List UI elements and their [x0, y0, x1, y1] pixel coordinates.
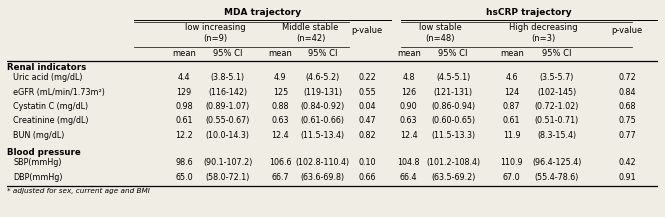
Text: (0.51-0.71): (0.51-0.71): [535, 116, 579, 125]
Text: (102.8-110.4): (102.8-110.4): [296, 158, 350, 167]
Text: (102-145): (102-145): [537, 87, 577, 97]
Text: low increasing
(n=9): low increasing (n=9): [185, 23, 245, 43]
Text: (58.0-72.1): (58.0-72.1): [205, 173, 250, 182]
Text: DBP(mmHg): DBP(mmHg): [13, 173, 63, 182]
Text: 0.75: 0.75: [618, 116, 636, 125]
Text: (11.5-13.3): (11.5-13.3): [431, 131, 475, 140]
Text: (0.60-0.65): (0.60-0.65): [431, 116, 475, 125]
Text: (0.55-0.67): (0.55-0.67): [205, 116, 250, 125]
Text: 0.63: 0.63: [400, 116, 418, 125]
Text: p-value: p-value: [351, 26, 382, 35]
Text: (90.1-107.2): (90.1-107.2): [203, 158, 252, 167]
Text: 4.6: 4.6: [505, 73, 518, 82]
Text: (116-142): (116-142): [208, 87, 247, 97]
Text: SBP(mmHg): SBP(mmHg): [13, 158, 62, 167]
Text: 0.82: 0.82: [358, 131, 376, 140]
Text: (119-131): (119-131): [303, 87, 342, 97]
Text: 12.4: 12.4: [400, 131, 418, 140]
Text: Cystatin C (mg/dL): Cystatin C (mg/dL): [13, 102, 88, 111]
Text: Uric acid (mg/dL): Uric acid (mg/dL): [13, 73, 82, 82]
Text: mean: mean: [500, 49, 523, 58]
Text: 4.4: 4.4: [178, 73, 190, 82]
Text: 126: 126: [401, 87, 416, 97]
Text: 95% CI: 95% CI: [213, 49, 242, 58]
Text: 0.47: 0.47: [358, 116, 376, 125]
Text: (63.6-69.8): (63.6-69.8): [301, 173, 344, 182]
Text: 110.9: 110.9: [500, 158, 523, 167]
Text: (4.5-5.1): (4.5-5.1): [436, 73, 470, 82]
Text: mean: mean: [269, 49, 293, 58]
Text: 0.98: 0.98: [175, 102, 193, 111]
Text: p-value: p-value: [611, 26, 642, 35]
Text: 12.4: 12.4: [271, 131, 289, 140]
Text: Renal indicators: Renal indicators: [7, 63, 86, 72]
Text: (63.5-69.2): (63.5-69.2): [431, 173, 475, 182]
Text: 4.8: 4.8: [402, 73, 415, 82]
Text: 0.90: 0.90: [400, 102, 418, 111]
Text: (101.2-108.4): (101.2-108.4): [426, 158, 480, 167]
Text: 11.9: 11.9: [503, 131, 521, 140]
Text: 0.63: 0.63: [271, 116, 289, 125]
Text: 0.42: 0.42: [618, 158, 636, 167]
Text: 0.22: 0.22: [358, 73, 376, 82]
Text: (121-131): (121-131): [434, 87, 473, 97]
Text: mean: mean: [172, 49, 196, 58]
Text: 0.10: 0.10: [358, 158, 376, 167]
Text: BUN (mg/dL): BUN (mg/dL): [13, 131, 65, 140]
Text: 65.0: 65.0: [175, 173, 193, 182]
Text: 106.6: 106.6: [269, 158, 292, 167]
Text: (3.8-5.1): (3.8-5.1): [211, 73, 245, 82]
Text: 4.9: 4.9: [274, 73, 287, 82]
Text: 0.61: 0.61: [175, 116, 193, 125]
Text: (0.89-1.07): (0.89-1.07): [205, 102, 249, 111]
Text: * adjusted for sex, current age and BMI: * adjusted for sex, current age and BMI: [7, 188, 150, 194]
Text: mean: mean: [397, 49, 421, 58]
Text: 95% CI: 95% CI: [542, 49, 571, 58]
Text: (8.3-15.4): (8.3-15.4): [537, 131, 577, 140]
Text: 0.55: 0.55: [358, 87, 376, 97]
Text: 98.6: 98.6: [175, 158, 193, 167]
Text: (0.84-0.92): (0.84-0.92): [301, 102, 345, 111]
Text: hsCRP trajectory: hsCRP trajectory: [486, 8, 572, 17]
Text: 95% CI: 95% CI: [438, 49, 467, 58]
Text: (55.4-78.6): (55.4-78.6): [535, 173, 579, 182]
Text: 12.2: 12.2: [175, 131, 193, 140]
Text: 104.8: 104.8: [398, 158, 420, 167]
Text: 129: 129: [176, 87, 192, 97]
Text: MDA trajectory: MDA trajectory: [224, 8, 301, 17]
Text: 66.4: 66.4: [400, 173, 418, 182]
Text: 0.61: 0.61: [503, 116, 521, 125]
Text: 124: 124: [504, 87, 519, 97]
Text: 0.84: 0.84: [618, 87, 636, 97]
Text: (11.5-13.4): (11.5-13.4): [301, 131, 344, 140]
Text: (0.72-1.02): (0.72-1.02): [535, 102, 579, 111]
Text: 95% CI: 95% CI: [308, 49, 337, 58]
Text: eGFR (mL/min/1.73m²): eGFR (mL/min/1.73m²): [13, 87, 105, 97]
Text: low stable
(n=48): low stable (n=48): [419, 23, 462, 43]
Text: 0.66: 0.66: [358, 173, 376, 182]
Text: 0.91: 0.91: [618, 173, 636, 182]
Text: 0.04: 0.04: [358, 102, 376, 111]
Text: 125: 125: [273, 87, 288, 97]
Text: (10.0-14.3): (10.0-14.3): [205, 131, 249, 140]
Text: 0.72: 0.72: [618, 73, 636, 82]
Text: (0.86-0.94): (0.86-0.94): [431, 102, 475, 111]
Text: (4.6-5.2): (4.6-5.2): [306, 73, 340, 82]
Text: (0.61-0.66): (0.61-0.66): [301, 116, 344, 125]
Text: 0.77: 0.77: [618, 131, 636, 140]
Text: (96.4-125.4): (96.4-125.4): [532, 158, 581, 167]
Text: (3.5-5.7): (3.5-5.7): [539, 73, 574, 82]
Text: Middle stable
(n=42): Middle stable (n=42): [283, 23, 339, 43]
Text: 0.88: 0.88: [271, 102, 289, 111]
Text: 0.87: 0.87: [503, 102, 521, 111]
Text: High decreasing
(n=3): High decreasing (n=3): [509, 23, 578, 43]
Text: Blood pressure: Blood pressure: [7, 148, 80, 157]
Text: 67.0: 67.0: [503, 173, 521, 182]
Text: Creatinine (mg/dL): Creatinine (mg/dL): [13, 116, 88, 125]
Text: 0.68: 0.68: [618, 102, 636, 111]
Text: 66.7: 66.7: [271, 173, 289, 182]
